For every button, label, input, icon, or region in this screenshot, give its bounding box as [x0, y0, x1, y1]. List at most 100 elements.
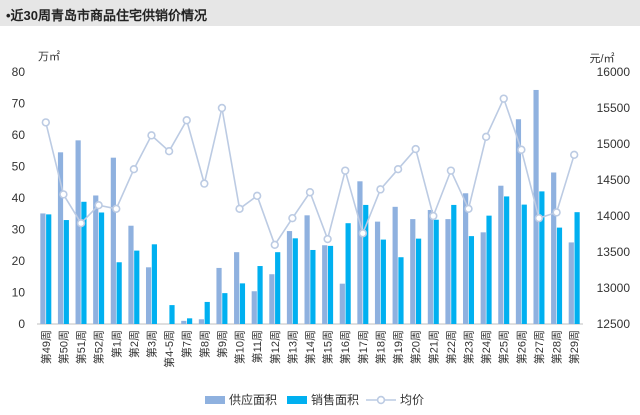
y-left-tick-label: 10 [12, 286, 26, 300]
sales-bar [169, 305, 175, 324]
sales-bar [81, 201, 87, 324]
sales-bar [486, 215, 492, 324]
price-point [252, 191, 262, 201]
x-tick-label: 第27周 [532, 330, 546, 364]
x-tick-label: 第22周 [444, 330, 458, 364]
x-tick-label: 第4-5周 [162, 330, 176, 368]
y-right-tick-label: 15000 [597, 137, 631, 151]
x-tick-label: 第3周 [144, 330, 158, 358]
y-right-tick-label: 14000 [597, 209, 631, 223]
supply-bar [286, 231, 293, 324]
supply-bar [515, 119, 522, 324]
supply-bar [480, 232, 486, 324]
x-tick-label: 第8周 [197, 330, 211, 358]
x-tick-label: 第2周 [127, 330, 141, 358]
price-line [45, 96, 575, 247]
price-point [481, 132, 491, 142]
sales-bar [363, 204, 369, 324]
sales-bar [292, 238, 298, 324]
price-point [200, 179, 209, 188]
legend: 供应面积 销售面积 均价 [205, 392, 424, 407]
y-right-tick-label: 14500 [597, 173, 631, 187]
price-point [164, 147, 174, 156]
x-tick-label: 第49周 [39, 330, 53, 364]
sales-bar [415, 238, 422, 324]
legend-swatch-supply [205, 396, 225, 404]
x-tick-label: 第25周 [497, 330, 511, 364]
sales-bar [239, 283, 246, 324]
supply-bar [445, 219, 451, 324]
supply-bar [198, 319, 205, 324]
x-tick-label: 第29周 [567, 330, 581, 364]
price-point [569, 150, 579, 160]
supply-bar [269, 274, 275, 324]
sales-bar [433, 219, 439, 324]
price-point [358, 229, 368, 238]
sales-bar [222, 293, 228, 324]
price-point [147, 131, 156, 140]
x-tick-label: 第28周 [550, 330, 564, 364]
supply-bar [216, 267, 222, 324]
supply-bar [463, 193, 469, 324]
price-point [534, 213, 544, 223]
x-tick-label: 第50周 [56, 330, 70, 364]
legend-swatch-sales [287, 396, 307, 404]
y-left-tick-label: 70 [12, 97, 26, 111]
price-point [217, 103, 227, 113]
x-tick-label: 第17周 [356, 330, 370, 364]
x-tick-label: 第19周 [391, 330, 405, 364]
x-tick-label: 第20周 [409, 330, 423, 364]
y-left-tick-label: 60 [12, 128, 26, 142]
y-right-tick-label: 15500 [597, 101, 631, 115]
price-point [464, 204, 473, 214]
supply-bar [427, 209, 433, 324]
price-point [376, 185, 385, 194]
sales-bar [521, 204, 527, 324]
price-point [76, 219, 86, 228]
price-point [341, 166, 350, 175]
supply-bar [339, 283, 345, 324]
supply-bar [57, 152, 64, 324]
sales-bar [134, 250, 140, 324]
price-point [323, 234, 332, 244]
x-tick-label: 第10周 [233, 330, 247, 364]
x-tick-label: 第16周 [338, 330, 352, 364]
sales-bar [275, 252, 281, 324]
sales-bar [345, 223, 351, 324]
y-left-tick-label: 80 [12, 65, 26, 79]
sales-bar [46, 214, 52, 324]
sales-bar [380, 239, 386, 324]
price-point [552, 208, 561, 217]
supply-bar [392, 206, 398, 324]
supply-bar [234, 252, 240, 324]
price-point [517, 145, 526, 154]
y-left-unit-label: 万㎡ [38, 50, 60, 63]
price-point [305, 188, 315, 197]
price-point [59, 190, 68, 199]
price-line-series [41, 94, 579, 250]
chart-header: •近30周青岛市商品住宅供销价情况 [0, 0, 640, 26]
sales-bar [63, 220, 69, 324]
sales-bar [539, 191, 545, 324]
y-left-tick-label: 50 [12, 160, 26, 174]
x-tick-label: 第12周 [268, 330, 282, 364]
sales-bar [310, 249, 316, 324]
sales-bar [574, 212, 580, 324]
supply-bar [410, 219, 416, 324]
price-point [182, 116, 191, 125]
price-point [393, 165, 403, 174]
supply-bar [251, 291, 257, 324]
legend-label-sales: 销售面积 [311, 392, 359, 407]
x-tick-label: 第52周 [92, 330, 106, 364]
y-left-tick-label: 0 [18, 317, 25, 331]
x-tick-label: 第1周 [109, 330, 123, 358]
price-point [270, 240, 279, 250]
price-point [411, 144, 420, 154]
sales-bar [98, 212, 105, 324]
supply-bar [93, 195, 99, 324]
legend-label-price: 均价 [400, 393, 424, 407]
y-left-tick-label: 30 [12, 223, 26, 237]
x-tick-label: 第7周 [180, 330, 194, 358]
sales-bar [187, 318, 193, 324]
